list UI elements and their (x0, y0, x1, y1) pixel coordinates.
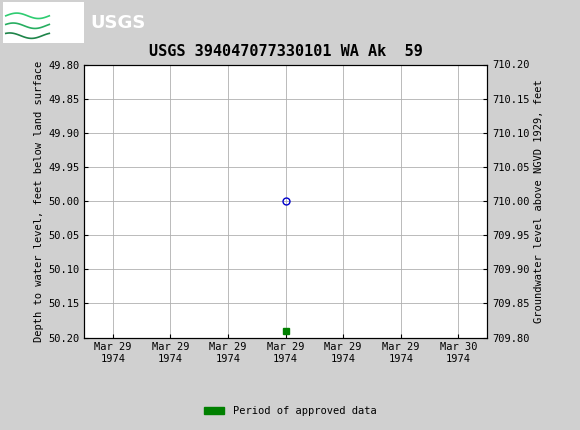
Bar (3, 2, 84, 43)
Y-axis label: Groundwater level above NGVD 1929, feet: Groundwater level above NGVD 1929, feet (534, 79, 543, 323)
Title: USGS 394047077330101 WA Ak  59: USGS 394047077330101 WA Ak 59 (149, 44, 422, 59)
Text: USGS: USGS (90, 14, 145, 31)
Y-axis label: Depth to water level, feet below land surface: Depth to water level, feet below land su… (34, 60, 44, 342)
Legend: Period of approved data: Period of approved data (200, 402, 380, 421)
